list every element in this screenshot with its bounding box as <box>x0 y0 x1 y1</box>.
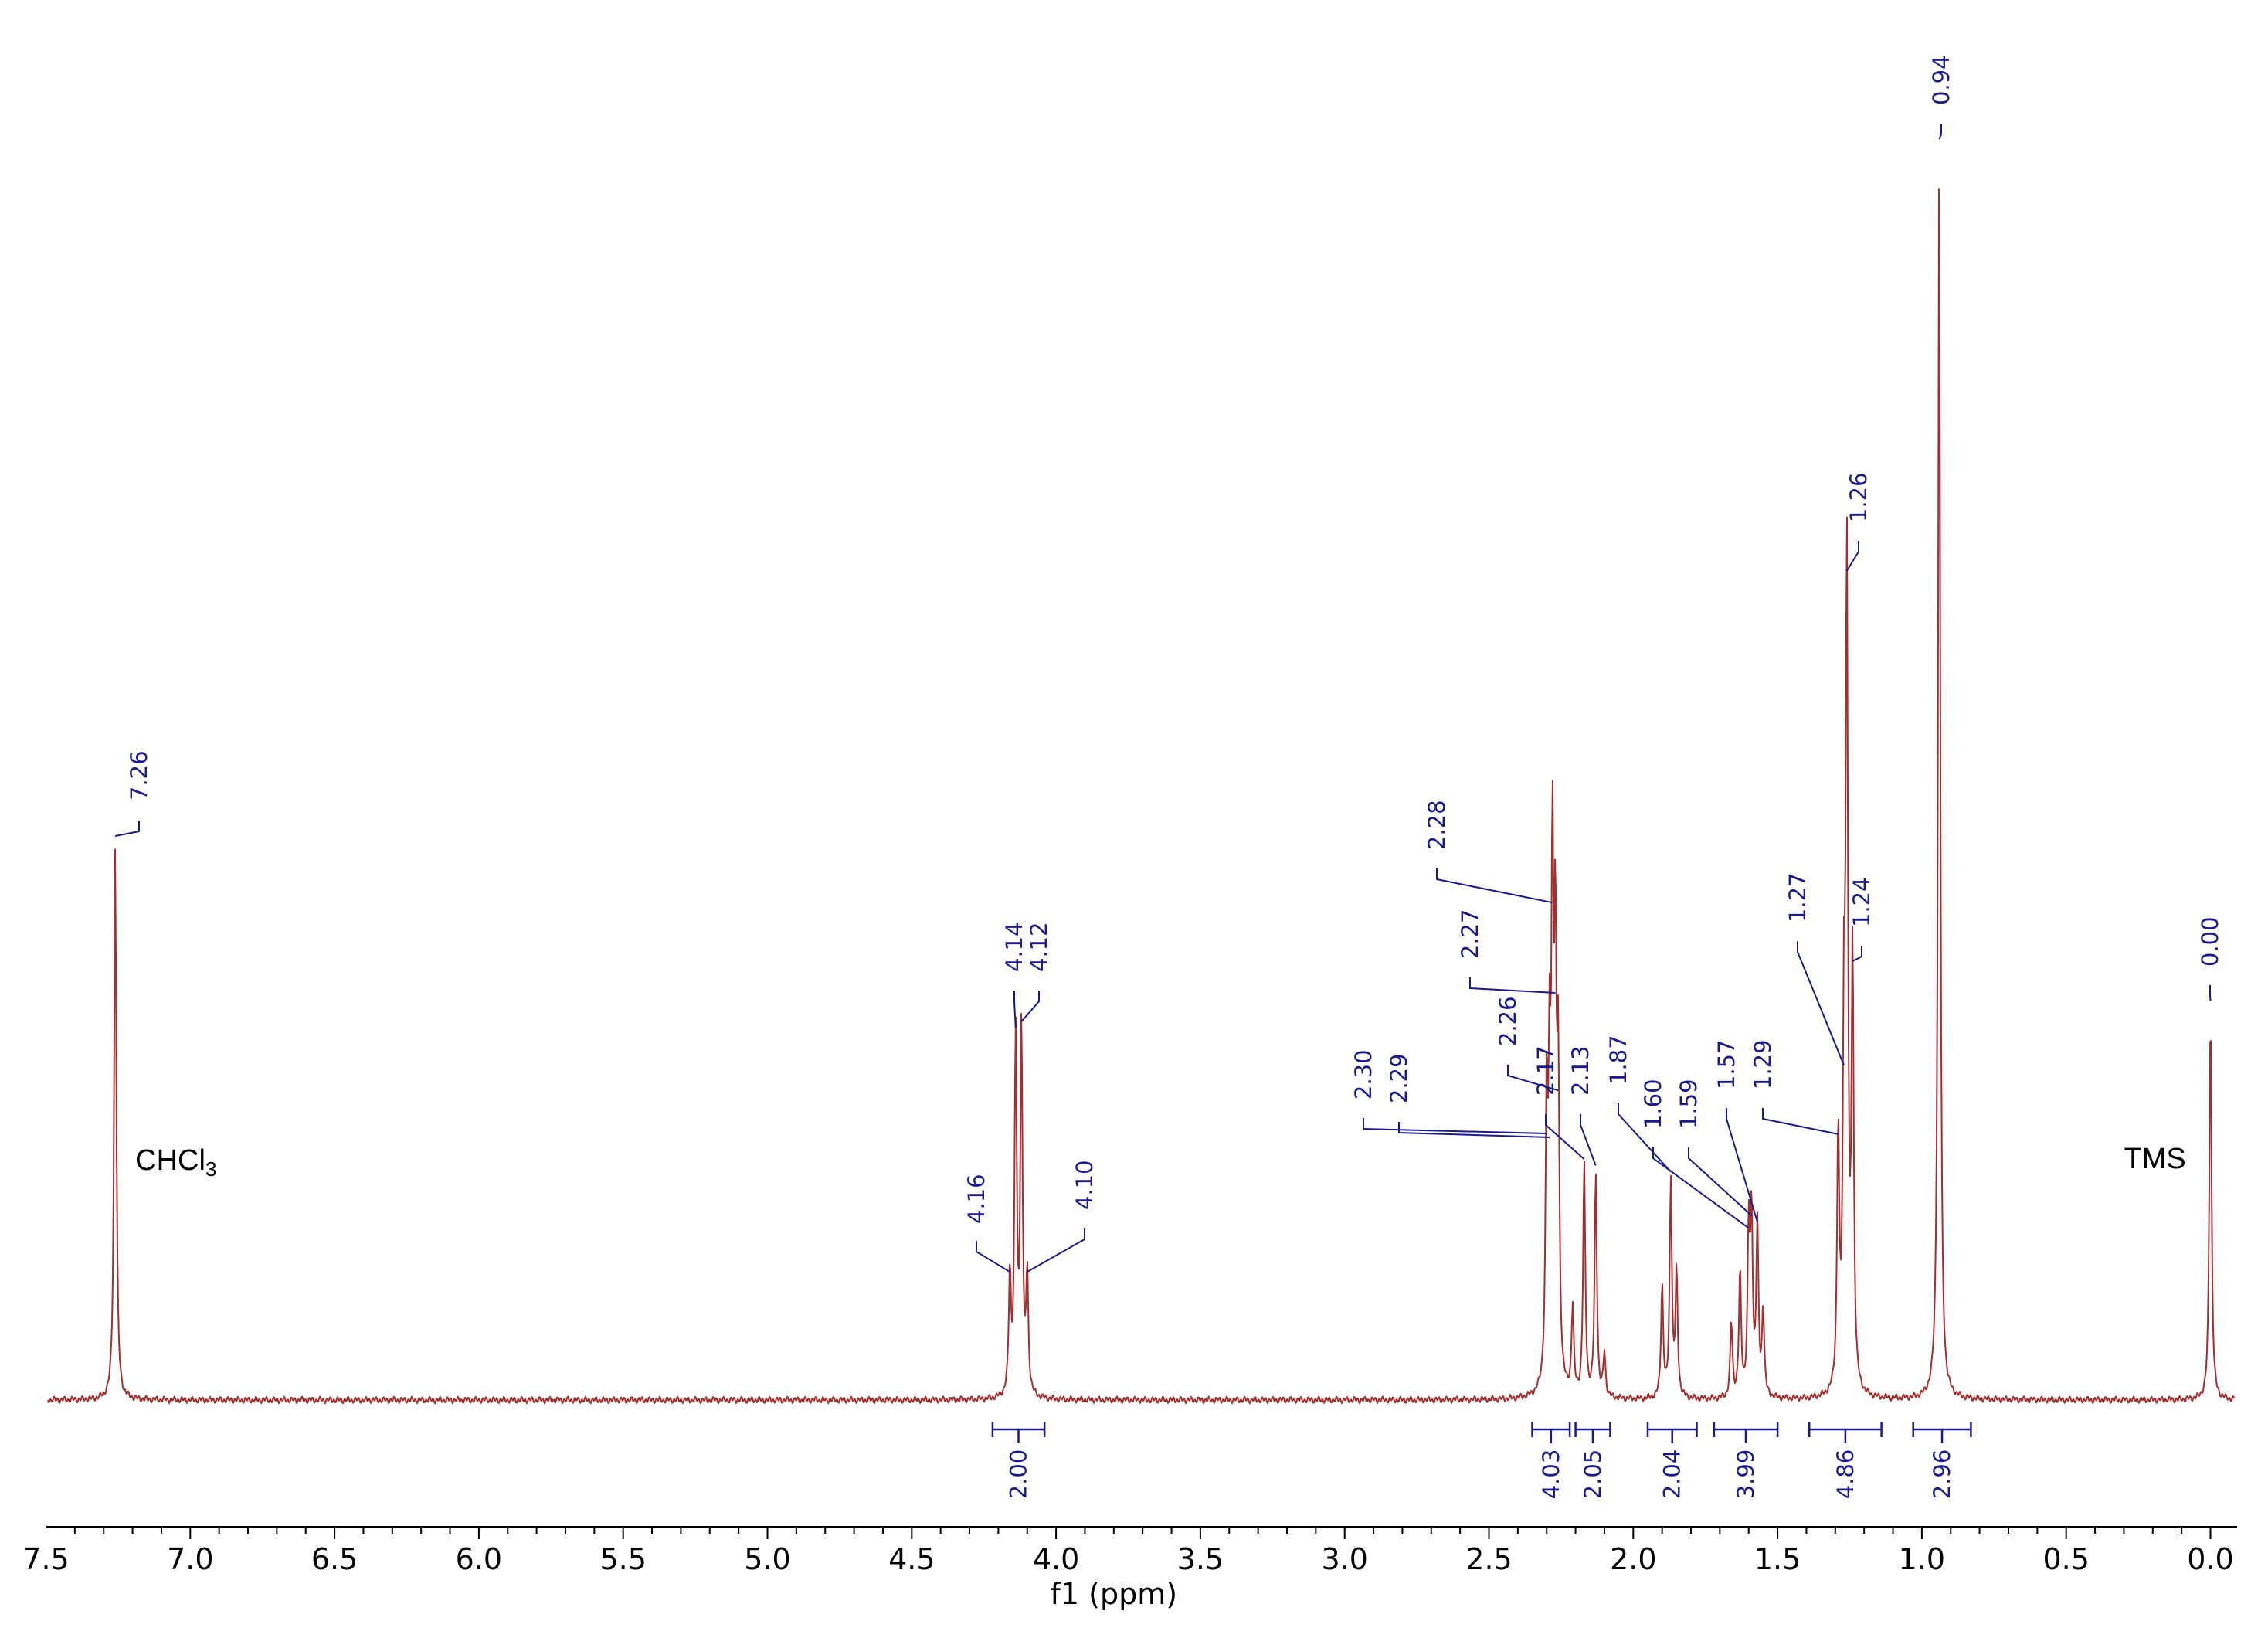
peak-leader <box>1688 1147 1753 1216</box>
peak-label: 0.00 <box>2197 916 2223 967</box>
peak-leader <box>976 1241 1010 1273</box>
peak-leader <box>1845 541 1859 572</box>
peak-leader <box>1852 946 1862 962</box>
peak-label: 1.57 <box>1713 1039 1740 1089</box>
x-tick-label: 7.5 <box>22 1542 69 1576</box>
peak-label: 1.60 <box>1640 1079 1666 1129</box>
integral-value: 2.96 <box>1929 1449 1955 1500</box>
peak-leader <box>1545 1114 1585 1161</box>
peak-label: 4.12 <box>1026 922 1052 972</box>
peak-label: 1.87 <box>1605 1035 1631 1085</box>
x-tick-label: 6.0 <box>456 1542 502 1576</box>
spectrum-layer <box>47 188 2235 1405</box>
x-tick-label: 4.5 <box>888 1542 935 1576</box>
x-tick-label: 2.5 <box>1465 1542 1512 1576</box>
peak-leader <box>1652 1147 1750 1229</box>
x-tick-label: 1.5 <box>1754 1542 1801 1576</box>
peak-leader <box>1027 1228 1085 1273</box>
peak-leader <box>1762 1108 1839 1135</box>
peak-leader <box>1507 1065 1559 1092</box>
peak-label: 1.59 <box>1676 1079 1702 1129</box>
annotation-layer: CHCl3 TMS <box>135 1143 2186 1181</box>
peak-leader <box>1436 868 1553 904</box>
peak-leader <box>1398 1122 1550 1138</box>
x-tick-label: 7.0 <box>167 1542 213 1576</box>
x-tick-label: 6.5 <box>311 1542 358 1576</box>
x-tick-label: 5.5 <box>599 1542 646 1576</box>
x-tick-label: 0.0 <box>2187 1542 2233 1576</box>
peak-label: 2.13 <box>1567 1045 1594 1096</box>
integral-value: 2.00 <box>1006 1449 1032 1500</box>
integral-value: 2.04 <box>1659 1449 1686 1500</box>
integral-value: 4.86 <box>1832 1449 1859 1500</box>
x-tick-label: 1.0 <box>1899 1542 1945 1576</box>
peak-leader <box>2209 985 2212 1001</box>
peak-label: 4.10 <box>1071 1160 1098 1210</box>
peak-leader <box>1580 1114 1597 1166</box>
peak-label: 2.26 <box>1495 996 1521 1046</box>
peak-label: 2.28 <box>1424 800 1450 850</box>
peak-label: 1.24 <box>1849 877 1875 927</box>
peak-leader <box>1938 124 1942 140</box>
peak-label: 2.27 <box>1457 909 1483 959</box>
peak-leader <box>1726 1108 1758 1222</box>
x-tick-label: 5.0 <box>744 1542 790 1576</box>
peak-label: 0.94 <box>1928 55 1954 105</box>
x-tick-label: 3.0 <box>1321 1542 1367 1576</box>
peak-label: 1.26 <box>1845 472 1872 522</box>
peak-leader <box>1020 991 1040 1022</box>
chcl3-annotation: CHCl3 <box>135 1144 216 1181</box>
x-axis: 7.5 7.0 6.5 6.0 5.5 5.0 4.5 4.0 3.5 3.0 2.5 2.0 1.5 1… <box>22 1526 2237 1576</box>
peak-label-layer: 7.26 4.16 4.144.12 4.10 2.30 2.29 2.28 2.27 2.26… <box>114 55 2223 1273</box>
peak-label: 1.29 <box>1750 1039 1776 1089</box>
peak-label: 7.26 <box>126 750 152 800</box>
peak-label: 1.27 <box>1784 872 1811 923</box>
peak-label: 2.30 <box>1350 1049 1377 1099</box>
peak-leader <box>114 821 140 837</box>
x-tick-label: 2.0 <box>1610 1542 1656 1576</box>
peak-label: 2.29 <box>1386 1053 1412 1103</box>
integral-value: 4.03 <box>1538 1449 1564 1500</box>
integral-layer: 2.00 4.03 2.05 2.04 3.99 4.86 2.96 <box>991 1422 1972 1500</box>
peak-label: 4.14 <box>1001 922 1027 972</box>
peak-label: 2.17 <box>1533 1045 1559 1096</box>
spectrum-trace <box>47 188 2235 1405</box>
x-axis-title: f1 (ppm) <box>1051 1577 1178 1611</box>
x-tick-label: 4.0 <box>1033 1542 1079 1576</box>
peak-leader <box>1013 991 1017 1028</box>
peak-leader <box>1469 977 1556 994</box>
tms-annotation: TMS <box>2124 1143 2186 1175</box>
x-tick-label: 3.5 <box>1177 1542 1224 1576</box>
peak-leader <box>1797 941 1845 1066</box>
integral-value: 3.99 <box>1733 1449 1759 1500</box>
peak-leader <box>1363 1118 1547 1134</box>
integral-value: 2.05 <box>1580 1449 1606 1500</box>
x-tick-label: 0.5 <box>2042 1542 2089 1576</box>
peak-label: 4.16 <box>963 1174 990 1224</box>
